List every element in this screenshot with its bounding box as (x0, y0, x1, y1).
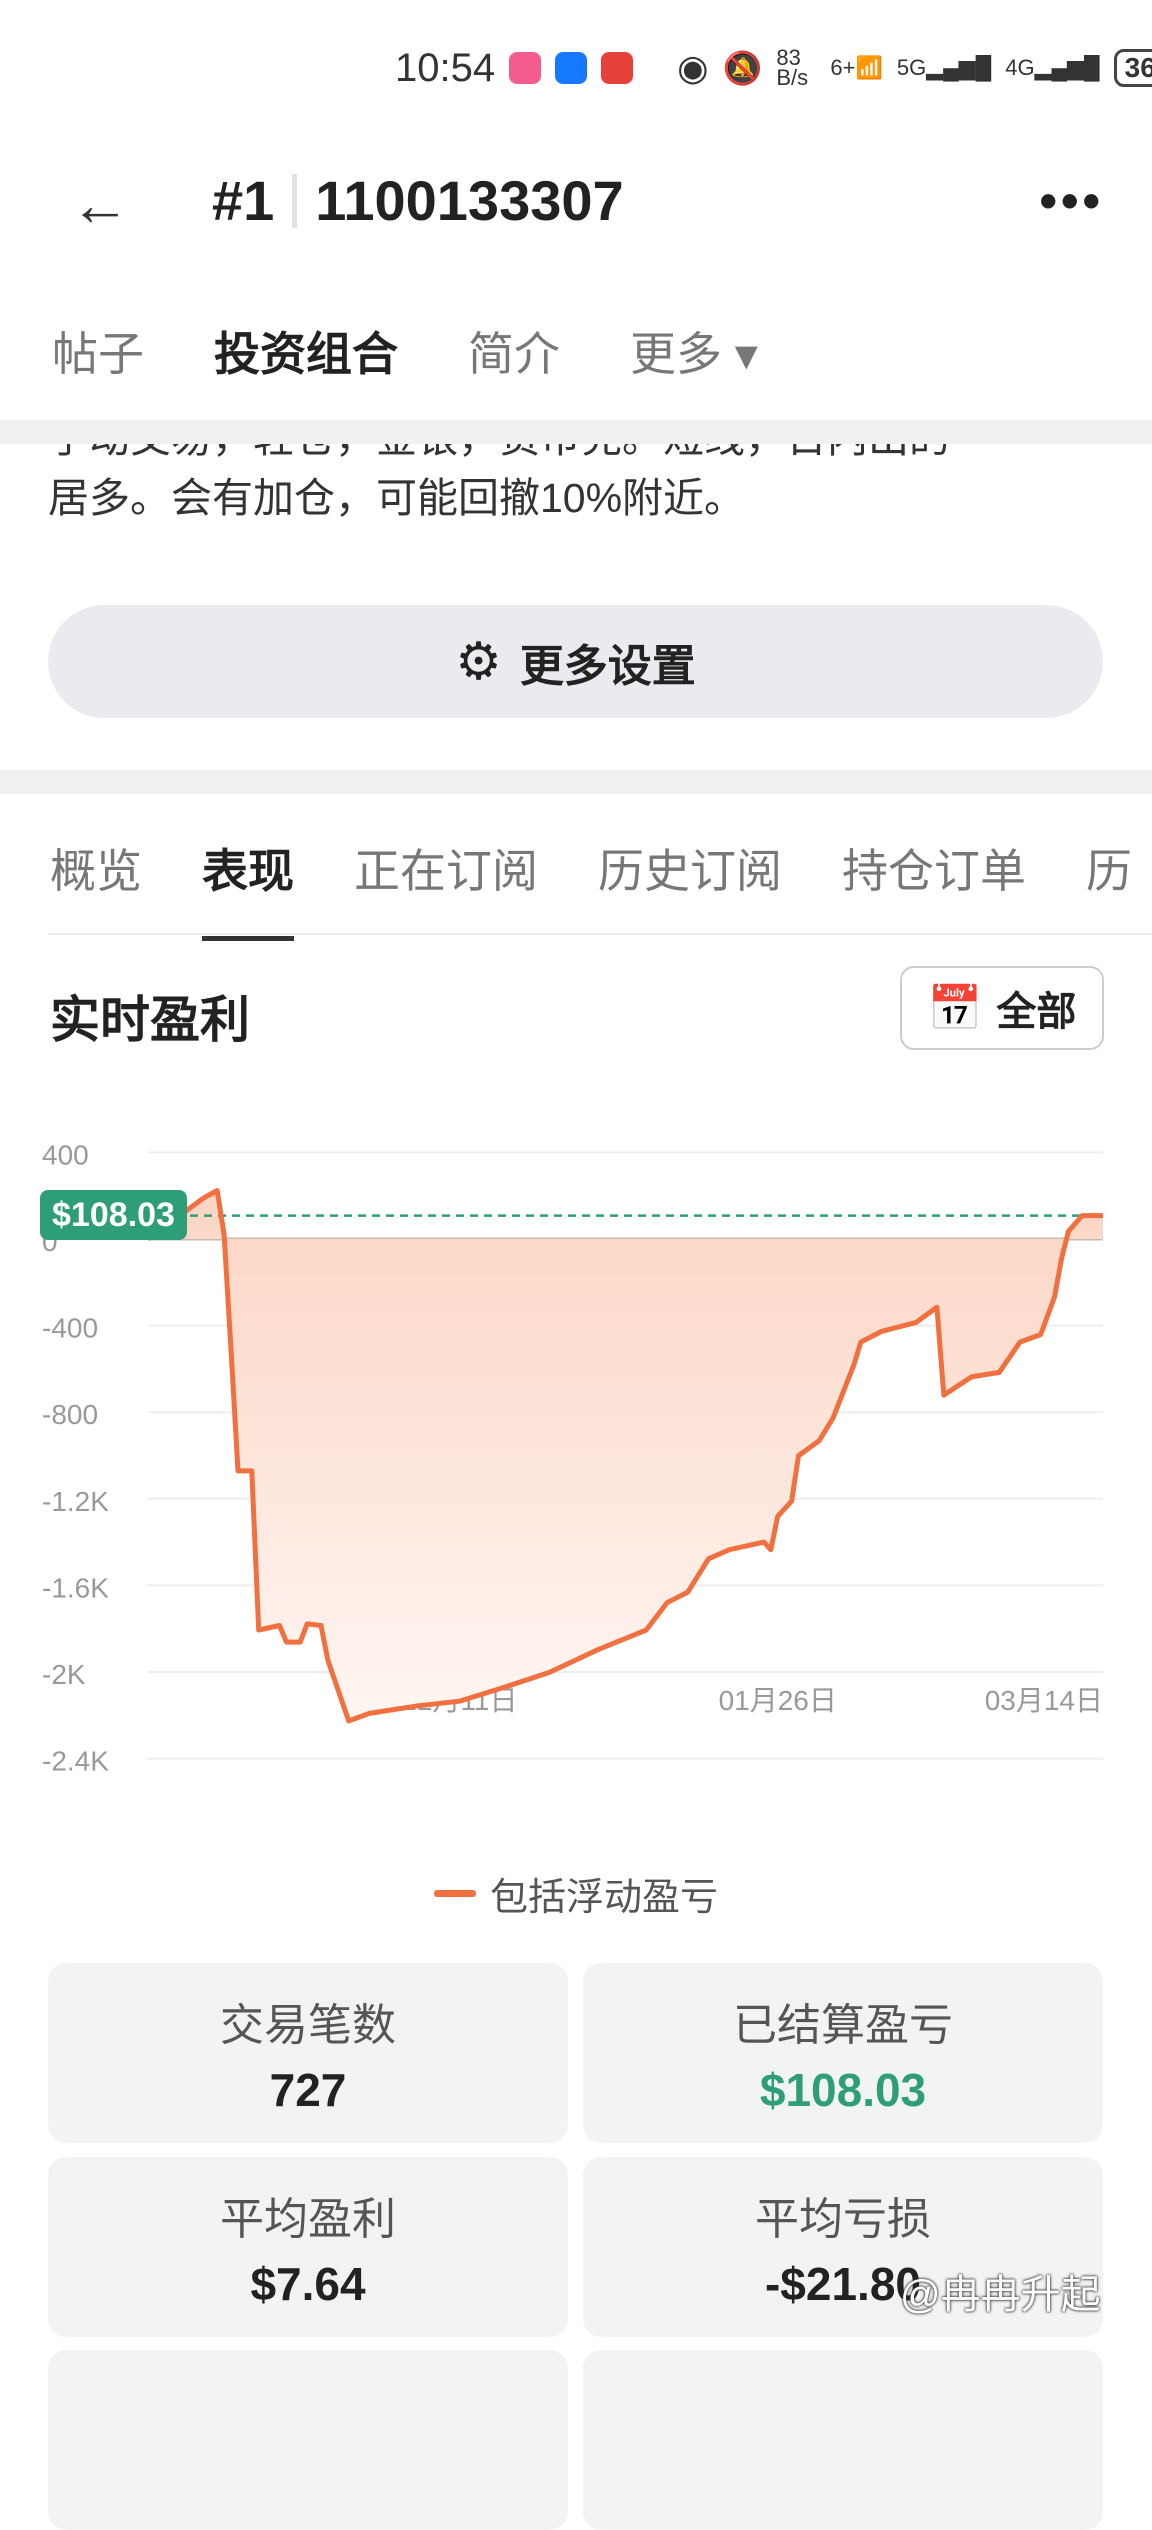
calendar-icon: 📅 (928, 982, 983, 1034)
legend-swatch (434, 1890, 476, 1897)
more-options-icon[interactable]: ••• (1039, 172, 1104, 230)
x-tick-label: 03月14日 (985, 1685, 1103, 1716)
stat-label: 交易笔数 (220, 1989, 396, 2053)
battery-icon: 36 (1114, 49, 1152, 87)
date-range-label: 全部 (996, 979, 1076, 1037)
tab-posts[interactable]: 帖子 (52, 318, 144, 384)
stat-card-trades: 交易笔数 727 (48, 1963, 568, 2143)
stat-value: $7.64 (250, 2257, 365, 2311)
rank: #1 (212, 168, 274, 233)
stat-value: $108.03 (760, 2063, 926, 2117)
huawei-app-icon (601, 52, 633, 84)
status-bar: 10:54 ◉ 🔕 83 B/s 6+📶 5G▂▄▆█ 4G▂▄▆█ 36 (395, 40, 1152, 96)
y-tick-label: -2.4K (42, 1746, 109, 1777)
current-value-badge: $108.03 (40, 1190, 187, 1240)
tab-history[interactable]: 历 (1086, 835, 1132, 901)
more-settings-label: 更多设置 (520, 630, 696, 694)
gear-icon: ⚙ (455, 632, 502, 692)
stat-label: 平均亏损 (755, 2183, 931, 2247)
section-divider (0, 770, 1152, 794)
page-title: #1 1100133307 (212, 168, 624, 233)
section-title: 实时盈利 (50, 980, 250, 1052)
tab-subscription-history[interactable]: 历史订阅 (598, 835, 782, 901)
y-tick-label: 400 (42, 1139, 89, 1170)
bilibili-app-icon (509, 52, 541, 84)
top-tabs: 帖子 投资组合 简介 更多 ▾ (52, 318, 758, 384)
tab-overview[interactable]: 概览 (50, 835, 142, 901)
description-line: 居多。会有加仓，可能回撤10%附近。 (48, 468, 1108, 528)
tab-open-orders[interactable]: 持仓订单 (842, 835, 1026, 901)
tab-portfolio[interactable]: 投资组合 (214, 318, 398, 384)
x-tick-label: 01月26日 (719, 1685, 837, 1716)
tab-intro[interactable]: 简介 (468, 318, 560, 384)
mute-bell-icon: 🔕 (723, 49, 763, 87)
stat-card-partial (583, 2350, 1103, 2530)
eye-icon: ◉ (677, 47, 708, 89)
y-tick-label: -2K (42, 1659, 86, 1690)
stat-value: 727 (270, 2063, 347, 2117)
back-arrow-icon[interactable]: ← (70, 170, 130, 239)
net-speed: 83 B/s (776, 48, 816, 88)
header: ← #1 1100133307 ••• (0, 150, 1152, 260)
stat-label: 平均盈利 (220, 2183, 396, 2247)
y-tick-label: -1.6K (42, 1572, 109, 1603)
signal-5g-icon: 5G▂▄▆█ (897, 55, 991, 81)
ai-app-icon (555, 52, 587, 84)
tab-performance[interactable]: 表现 (202, 835, 294, 901)
y-tick-label: -800 (42, 1399, 98, 1430)
tab-subscribing[interactable]: 正在订阅 (354, 835, 538, 901)
signal-4g-icon: 4G▂▄▆█ (1005, 55, 1099, 81)
account-number: 1100133307 (315, 168, 623, 233)
legend-label: 包括浮动盈亏 (490, 1866, 718, 1921)
stat-card-partial (48, 2350, 568, 2530)
date-range-button[interactable]: 📅 全部 (900, 966, 1104, 1050)
tabs-shadow-band (0, 420, 1152, 444)
title-divider (292, 174, 297, 228)
performance-tabs: 概览 表现 正在订阅 历史订阅 持仓订单 历 (50, 835, 1132, 901)
wifi-icon: 6+📶 (830, 55, 883, 81)
stat-card-settled-pnl: 已结算盈亏 $108.03 (583, 1963, 1103, 2143)
tab-more[interactable]: 更多 ▾ (630, 318, 758, 384)
chart-legend[interactable]: 包括浮动盈亏 (0, 1866, 1152, 1921)
stat-label: 已结算盈亏 (733, 1989, 953, 2053)
tabs-divider (48, 933, 1152, 935)
stat-card-avg-profit: 平均盈利 $7.64 (48, 2157, 568, 2337)
y-tick-label: -1.2K (42, 1486, 109, 1517)
watermark: @冉冉升起 (900, 2262, 1101, 2320)
more-settings-button[interactable]: ⚙ 更多设置 (48, 605, 1103, 718)
status-time: 10:54 (395, 46, 495, 91)
y-tick-label: -400 (42, 1313, 98, 1344)
portfolio-description: 手动交易，轻仓，金银，货币兑。短线，日内出的 居多。会有加仓，可能回撤10%附近… (48, 430, 1108, 548)
stat-value: -$21.80 (765, 2257, 921, 2311)
